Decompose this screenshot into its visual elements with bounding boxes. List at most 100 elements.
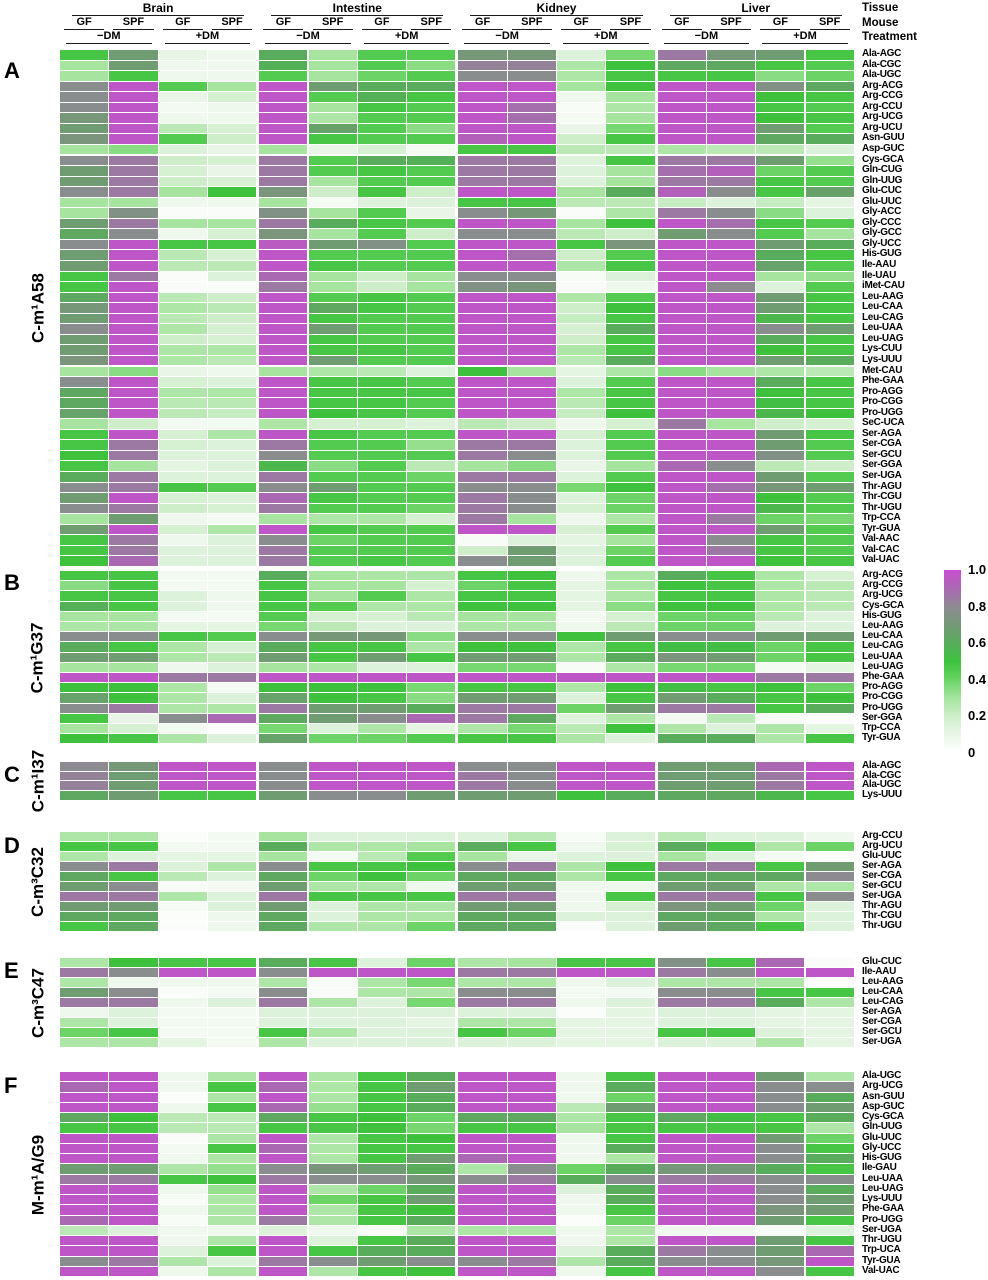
heatmap-cell	[606, 1164, 655, 1174]
heatmap-cell	[308, 229, 357, 239]
heatmap-cell	[357, 1018, 407, 1027]
heatmap-cell	[458, 271, 507, 282]
heatmap-cell	[657, 144, 706, 155]
heatmap-cell	[60, 642, 109, 652]
heatmap-cell	[606, 762, 655, 771]
heatmap-cell	[657, 229, 706, 239]
heatmap-cell	[357, 958, 407, 967]
heatmap-cell	[606, 1072, 655, 1082]
heatmap-cell	[756, 250, 805, 260]
heatmap-cell	[706, 524, 756, 535]
heatmap-cell	[458, 882, 507, 891]
modification-label-b: C-m¹G37	[28, 622, 48, 694]
heatmap-cell	[158, 1092, 207, 1102]
heatmap-cell	[308, 92, 357, 102]
heatmap-cell	[207, 724, 257, 734]
heatmap-cell	[507, 102, 556, 113]
heatmap-cell	[207, 571, 257, 581]
heatmap-cell	[706, 791, 756, 800]
heatmap-cell	[207, 832, 257, 841]
heatmap-cell	[109, 1082, 158, 1092]
heatmap-cell	[805, 662, 854, 672]
heatmap-cell	[308, 652, 357, 662]
heatmap-cell	[657, 852, 706, 861]
heatmap-cell	[158, 734, 207, 744]
heatmap-cell	[109, 461, 158, 471]
heatmap-cell	[458, 1018, 507, 1027]
heatmap-cell	[805, 1092, 854, 1102]
heatmap-cell	[308, 601, 357, 611]
side-label-tissue: Tissue	[862, 2, 899, 14]
heatmap-cell	[357, 1184, 407, 1194]
heatmap-cell	[207, 1143, 257, 1153]
heatmap-cell	[357, 472, 407, 482]
heatmap-cell	[458, 524, 507, 535]
row-label: Glu-UUC	[862, 195, 902, 207]
heatmap-cell	[557, 713, 606, 723]
heatmap-cell	[756, 662, 805, 672]
heatmap-cell	[458, 988, 507, 997]
heatmap-cell	[657, 571, 706, 581]
heatmap-cell	[706, 902, 756, 911]
heatmap-cell	[706, 408, 756, 419]
heatmap-cell	[706, 271, 756, 282]
heatmap-cell	[458, 261, 507, 271]
heatmap-cell	[259, 429, 308, 440]
heatmap-cell	[109, 1184, 158, 1194]
heatmap-cell	[109, 60, 158, 71]
heatmap-cell	[805, 734, 854, 744]
heatmap-cell	[458, 81, 507, 92]
heatmap-cell	[407, 892, 456, 901]
heatmap-cell	[557, 461, 606, 471]
treatment-underline	[663, 43, 750, 44]
heatmap-cell	[458, 398, 507, 408]
heatmap-cell	[407, 958, 456, 967]
row-label: Gln-CUG	[862, 164, 903, 176]
heatmap-cell	[557, 398, 606, 408]
heatmap-cell	[207, 524, 257, 535]
heatmap-cell	[259, 398, 308, 408]
row-label: Ser-UGA	[862, 1223, 902, 1235]
heatmap-cell	[207, 1236, 257, 1246]
heatmap-cell	[357, 611, 407, 621]
heatmap-cell	[308, 581, 357, 591]
heatmap-cell	[706, 535, 756, 545]
heatmap-cell	[756, 693, 805, 703]
heatmap-cell	[507, 461, 556, 471]
heatmap-cell	[259, 958, 308, 967]
heatmap-cell	[606, 652, 655, 662]
heatmap-cell	[308, 250, 357, 260]
heatmap-cell	[805, 832, 854, 841]
heatmap-cell	[756, 642, 805, 652]
heatmap-cell	[60, 1133, 109, 1143]
heatmap-cell	[407, 882, 456, 891]
heatmap-cell	[207, 882, 257, 891]
heatmap-cell	[756, 324, 805, 334]
heatmap-cell	[407, 113, 456, 123]
heatmap-cell	[805, 1072, 854, 1082]
colorbar-tick-label: 1.0	[968, 562, 987, 577]
heatmap-cell	[756, 1225, 805, 1235]
heatmap-cell	[308, 324, 357, 334]
heatmap-cell	[458, 229, 507, 239]
colorbar-tick-label: 0	[968, 745, 976, 760]
heatmap-cell	[407, 771, 456, 781]
heatmap-cell	[60, 958, 109, 967]
heatmap-cell	[458, 1133, 507, 1143]
heatmap-cell	[60, 988, 109, 997]
heatmap-cell	[259, 197, 308, 208]
heatmap-cell	[158, 123, 207, 134]
heatmap-cell	[458, 673, 507, 683]
heatmap-cell	[756, 771, 805, 781]
heatmap-cell	[308, 71, 357, 81]
heatmap-cell	[507, 60, 556, 71]
row-label: Ser-GCU	[862, 1026, 902, 1037]
heatmap-cell	[507, 1123, 556, 1133]
heatmap-cell	[109, 482, 158, 493]
heatmap-cell	[357, 1236, 407, 1246]
heatmap-cell	[507, 398, 556, 408]
heatmap-cell	[507, 1225, 556, 1235]
heatmap-cell	[207, 1028, 257, 1037]
heatmap-cell	[207, 345, 257, 355]
heatmap-cell	[60, 503, 109, 514]
